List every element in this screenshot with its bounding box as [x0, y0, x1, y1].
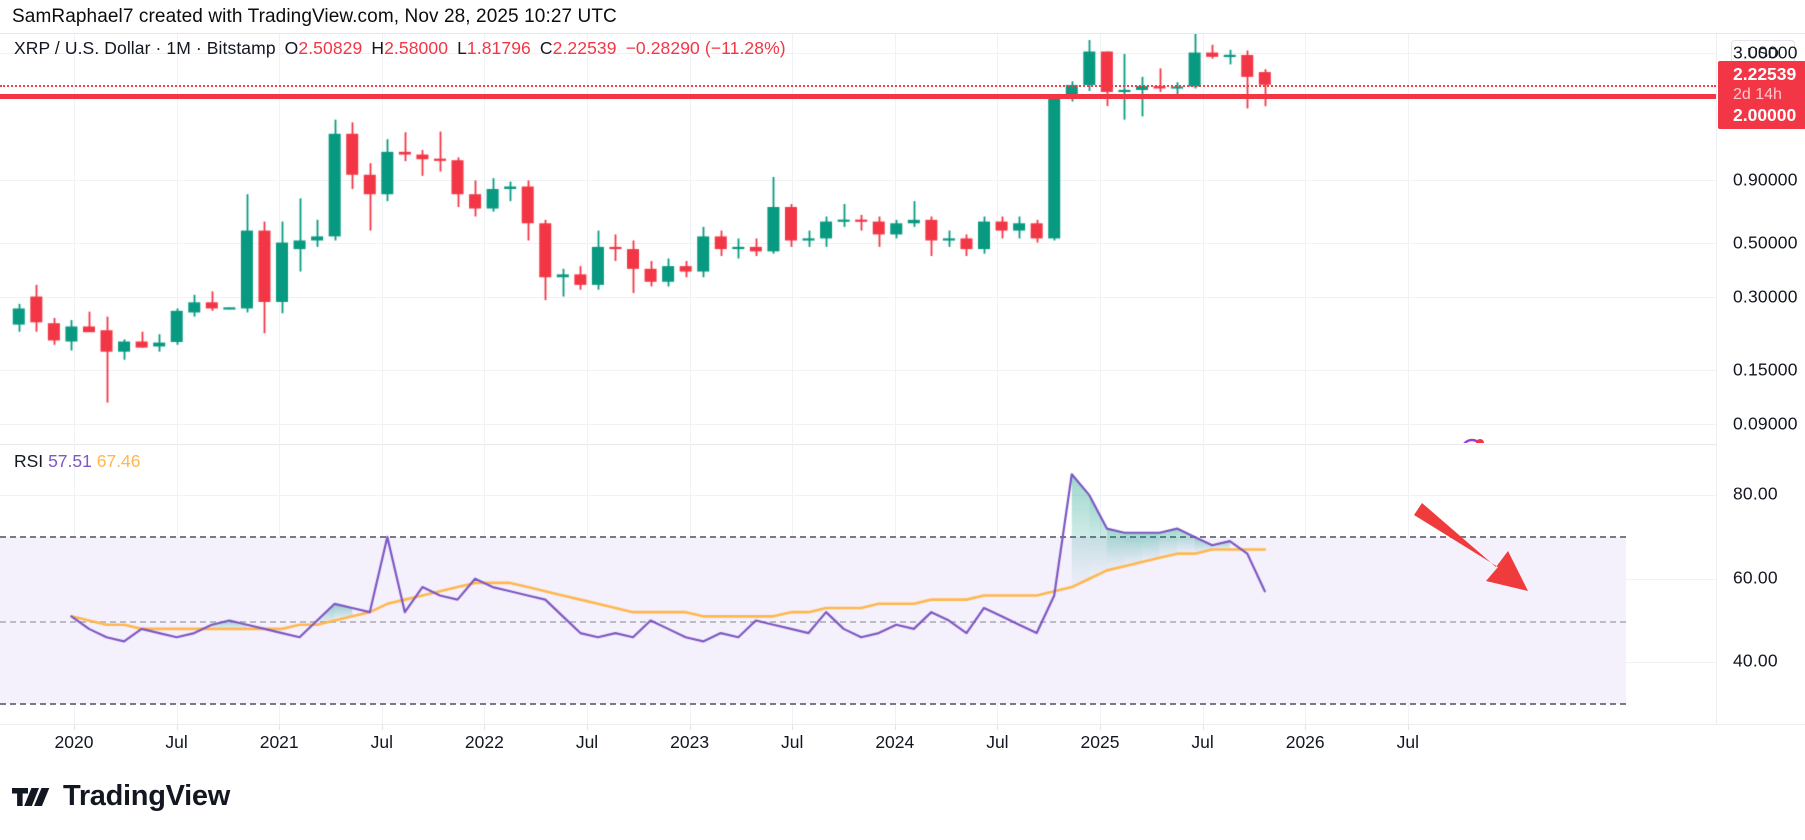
price-tick-label: 0.30000 [1733, 286, 1798, 307]
price-tick-label: 0.90000 [1733, 169, 1798, 190]
time-axis-label: Jul [1396, 732, 1419, 752]
time-axis-label: 2022 [464, 732, 504, 752]
rsi-tick-label: 40.00 [1733, 650, 1778, 671]
time-tick [176, 725, 178, 730]
tradingview-logo-icon [12, 787, 50, 806]
time-tick [1407, 725, 1409, 730]
time-axis-label: 2020 [54, 732, 94, 752]
time-axis-label: Jul [986, 732, 1009, 752]
ohlc-key-c: C [539, 38, 553, 58]
time-axis[interactable]: 2020 Jul 2021 Jul 2022 Jul 2023 Jul 2024 Jul 2025 J… [0, 724, 1805, 757]
price-tick-label: 3.00000 [1733, 42, 1798, 63]
time-axis-label: Jul [781, 732, 804, 752]
time-tick [689, 725, 691, 730]
time-tick [587, 725, 588, 730]
ohlc-value-c: 2.22539 [552, 38, 617, 58]
down-arrow-annotation [1414, 503, 1528, 591]
tradingview-logo: TradingView [12, 780, 230, 813]
candlestick-canvas[interactable] [0, 34, 1716, 443]
time-axis-label: 2026 [1285, 732, 1325, 752]
rsi-value: 57.51 [48, 451, 92, 471]
rsi-tick-label: 60.00 [1733, 567, 1778, 588]
rsi-ma-value: 67.46 [96, 451, 141, 471]
ohlc-value-o: 2.50829 [298, 38, 363, 58]
rsi-legend-name[interactable]: RSI [14, 451, 44, 471]
time-tick [1202, 725, 1204, 730]
ohlc-value-h: 2.58000 [384, 38, 449, 58]
current-price-line [0, 84, 1716, 87]
time-tick [1100, 725, 1101, 730]
rsi-canvas[interactable] [0, 445, 1716, 725]
price-pane[interactable]: XRP / U.S. Dollar · 1M · Bitstamp O2.5082… [0, 34, 1716, 443]
time-axis-label: 2023 [670, 732, 710, 752]
symbol-label[interactable]: XRP / U.S. Dollar · 1M · Bitstamp [14, 38, 276, 58]
price-axis[interactable]: USD 3.00000 0.90000 0.50000 0.30000 0.15000 0… [1716, 34, 1805, 724]
rsi-tick-label: 80.00 [1733, 483, 1778, 504]
chart-frame: XRP / U.S. Dollar · 1M · Bitstamp O2.5082… [0, 33, 1805, 755]
ohlc-key-l: L [457, 38, 467, 58]
time-tick [279, 725, 281, 730]
rsi-pane[interactable]: RSI 57.51 67.46 [0, 444, 1716, 725]
time-axis-label: 2021 [259, 732, 299, 752]
ai-assistant-icon[interactable] [1450, 430, 1492, 443]
bar-countdown: 2d 14h [1733, 85, 1782, 103]
time-axis-label: Jul [370, 732, 393, 752]
price-tick-label: 0.15000 [1733, 359, 1798, 380]
time-axis-label: Jul [1191, 732, 1214, 752]
price-tick-label: 0.09000 [1733, 413, 1798, 434]
ohlc-key-h: H [371, 38, 385, 58]
time-axis-label: 2025 [1080, 732, 1120, 752]
price-tick-label: 0.50000 [1733, 232, 1798, 253]
credit-line: SamRaphael7 created with TradingView.com… [12, 6, 617, 27]
ohlc-key-o: O [284, 38, 299, 58]
rsi-legend: RSI 57.51 67.46 [14, 451, 141, 472]
time-tick [792, 725, 794, 730]
time-axis-label: Jul [165, 732, 188, 752]
time-tick [381, 725, 383, 730]
current-price-tag[interactable]: 2.22539 2d 14h 2.00000 [1718, 60, 1805, 129]
price-legend: XRP / U.S. Dollar · 1M · Bitstamp O2.5082… [14, 38, 786, 59]
time-axis-label: Jul [575, 732, 599, 752]
time-axis-label: 2024 [875, 732, 915, 752]
tradingview-wordmark: TradingView [63, 780, 230, 812]
ohlc-value-l: 1.81796 [466, 38, 531, 58]
time-tick [997, 725, 999, 730]
current-price-value: 2.22539 [1733, 63, 1797, 84]
time-tick [484, 725, 486, 730]
support-price-line[interactable] [0, 94, 1716, 100]
time-tick [1305, 725, 1307, 730]
change-label: −0.28290 (−11.28%) [625, 38, 786, 58]
time-tick [894, 725, 896, 730]
time-tick [74, 725, 75, 730]
price-level-value: 2.00000 [1733, 104, 1797, 125]
